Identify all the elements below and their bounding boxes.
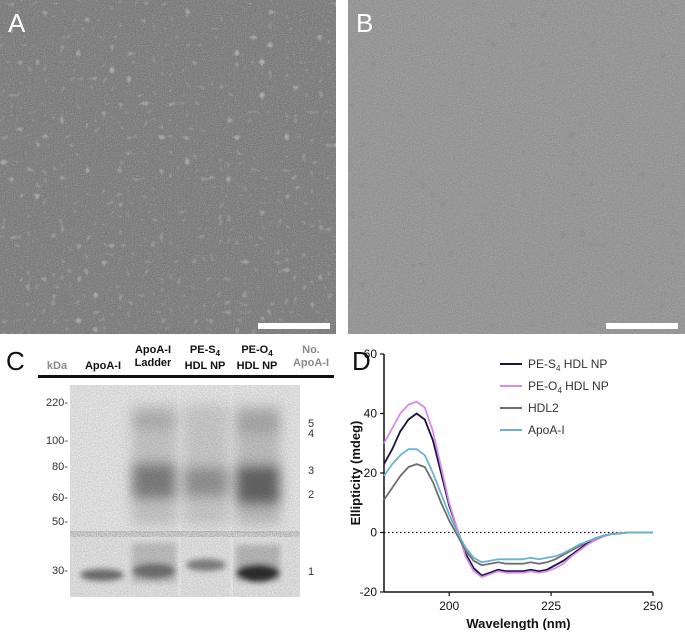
lane-header-ladder: ApoA-I Ladder <box>128 344 178 370</box>
series-line-0 <box>383 412 653 577</box>
series-line-3 <box>383 448 653 564</box>
legend-label-2: HDL2 <box>528 401 559 415</box>
x-axis-label: Wavelength (nm) <box>466 616 570 630</box>
panel-b-label: B <box>356 8 374 38</box>
micrograph-b-image <box>348 0 685 334</box>
x-tick-label: 200 <box>439 599 459 613</box>
apo-number-4: 4 <box>308 428 315 440</box>
lane-header-ladder-line1: ApoA-I <box>134 344 172 356</box>
lane-header-peo4: PE-O4 HDL NP <box>232 344 282 373</box>
panel-b-micrograph <box>348 0 685 334</box>
mw-marker-50: 50- <box>52 516 68 528</box>
apo-number-3: 3 <box>308 465 315 477</box>
lane-header-apoa1-line1: ApoA-I <box>84 360 122 372</box>
no-apoa1-header-line1: No. <box>302 344 320 356</box>
lane-header-pes4-line1: PE-S <box>189 344 216 356</box>
lane-header-peo4-line1: PE-O <box>241 344 269 356</box>
panel-c-label: C <box>6 346 25 376</box>
legend-label-0: PE-S4 HDL NP <box>528 357 607 373</box>
kda-header: kDa <box>46 360 68 372</box>
series-line-2 <box>383 463 653 567</box>
cd-spectrum-chart: -20 0 20 40 60 200 225 250 Wavelength (nm) Ellipt… <box>350 347 663 630</box>
lane-header-peo4-sub: 4 <box>268 349 273 359</box>
panel-d-label: D <box>352 346 371 376</box>
y-tick-label: -20 <box>360 585 378 599</box>
mw-marker-220: 220- <box>46 397 69 409</box>
no-apoa1-header-line2: ApoA-I <box>292 357 330 369</box>
gel-header-rule <box>38 375 334 378</box>
panel-a-scale-bar <box>258 323 330 329</box>
lane-header-pes4-sub: 4 <box>215 349 221 359</box>
panel-b-scale-bar <box>606 323 678 329</box>
series-line-1 <box>383 400 653 579</box>
micrograph-a-image <box>0 0 336 334</box>
y-tick-label: 60 <box>364 347 378 361</box>
legend-label-3: ApoA-I <box>528 423 565 437</box>
no-apoa1-header: No. ApoA-I <box>286 344 336 370</box>
lane-header-peo4-line2: HDL NP <box>236 360 278 373</box>
gel-image <box>70 385 300 597</box>
y-tick-label: 0 <box>370 526 377 540</box>
lane-header-ladder-line2: Ladder <box>134 357 172 369</box>
apo-number-1: 1 <box>308 566 315 578</box>
y-tick-label: 40 <box>364 407 378 421</box>
y-axis-label: Ellipticity (mdeg) <box>350 421 363 526</box>
apo-number-5: 5 <box>308 418 315 430</box>
x-tick-label: 225 <box>541 599 561 613</box>
panel-a-micrograph <box>0 0 336 334</box>
mw-marker-60: 60- <box>52 492 68 504</box>
mw-marker-100: 100- <box>46 435 69 447</box>
legend-label-1: PE-O4 HDL NP <box>528 379 609 395</box>
panel-a-label: A <box>8 8 26 38</box>
apo-number-2: 2 <box>308 489 315 501</box>
mw-marker-30: 30- <box>52 565 68 577</box>
lane-header-pes4: PE-S4 HDL NP <box>180 344 230 373</box>
x-tick-label: 250 <box>643 599 663 613</box>
lane-header-pes4-line2: HDL NP <box>184 360 226 373</box>
lane-header-apoa1: ApoA-I <box>78 360 128 373</box>
mw-marker-80: 80- <box>52 461 68 473</box>
y-tick-label: 20 <box>364 466 378 480</box>
